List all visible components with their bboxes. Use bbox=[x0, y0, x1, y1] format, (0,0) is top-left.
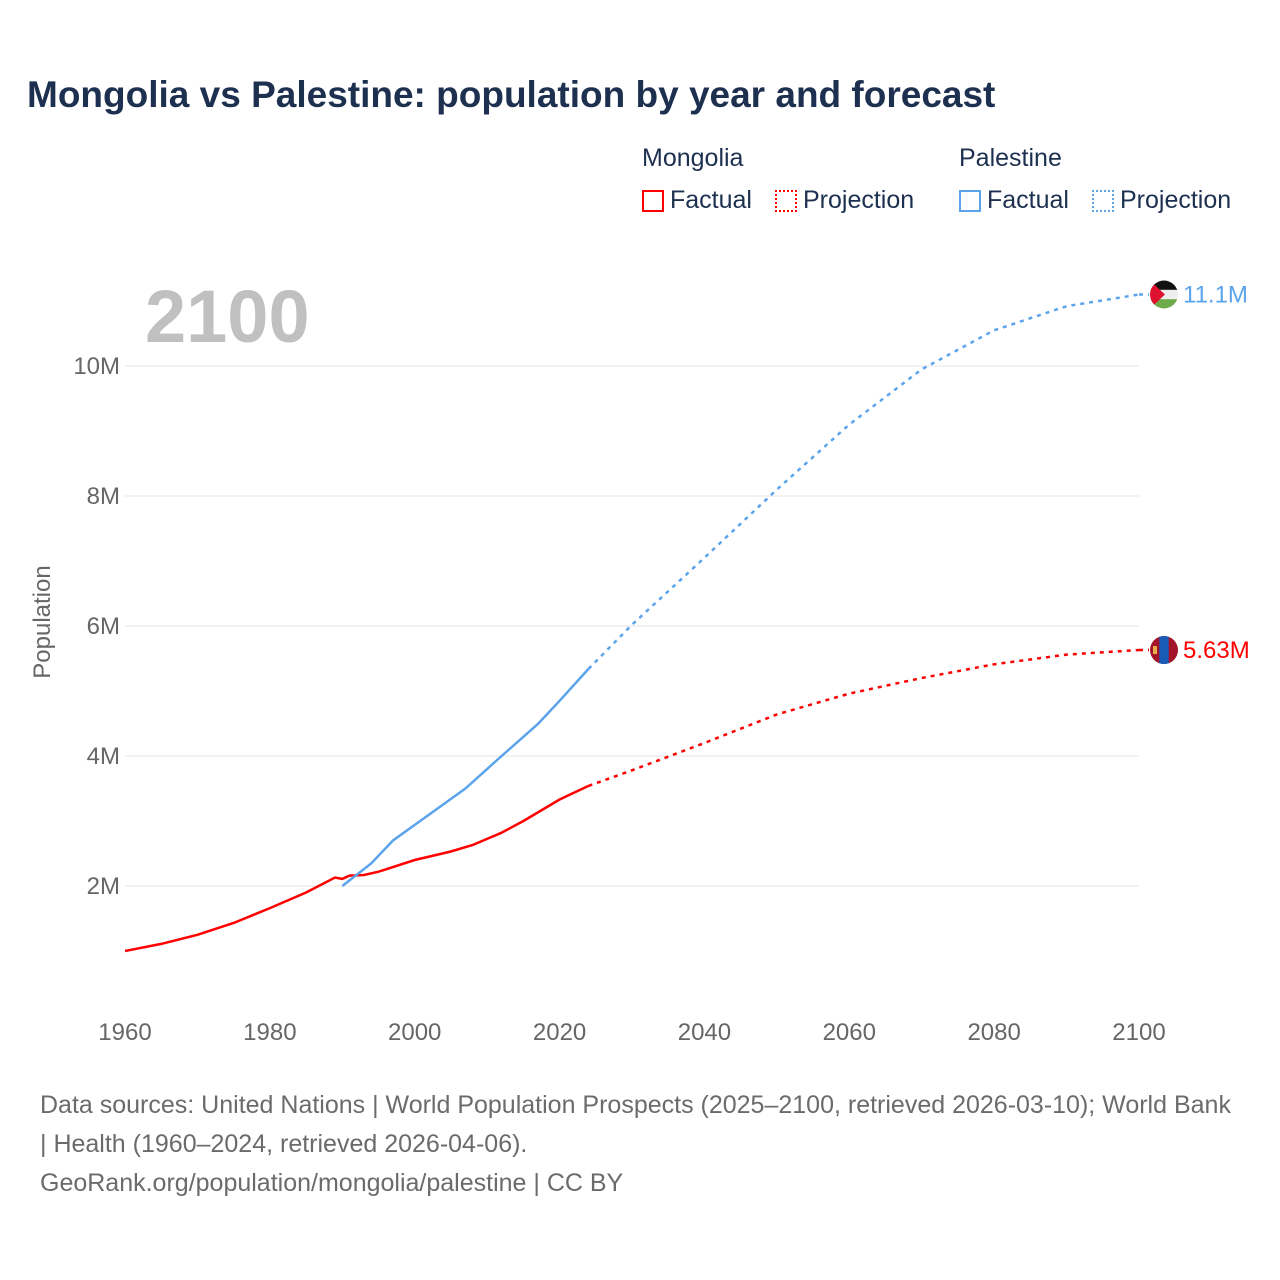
legend-mongolia-projection[interactable]: Projection bbox=[775, 186, 914, 215]
legend-group-palestine: Palestine bbox=[959, 144, 1062, 172]
chart-title: Mongolia vs Palestine: population by yea… bbox=[27, 74, 996, 115]
source-link[interactable]: GeoRank.org/population/mongolia/palestin… bbox=[40, 1169, 624, 1197]
x-tick-label: 2080 bbox=[967, 1019, 1020, 1046]
palestine-factual-line bbox=[341, 668, 590, 887]
data-sources: Data sources: United Nations | World Pop… bbox=[40, 1091, 1231, 1158]
legend-swatch-dotted bbox=[775, 189, 797, 212]
legend-mongolia-factual[interactable]: Factual bbox=[642, 186, 752, 215]
mongolia-factual-line bbox=[124, 784, 590, 953]
footer: Data sources: United Nations | World Pop… bbox=[40, 1086, 1240, 1203]
mongolia-end-label: 5.63M bbox=[1183, 637, 1250, 664]
x-tick-label: 2020 bbox=[533, 1019, 586, 1046]
legend-swatch-solid bbox=[642, 189, 664, 212]
x-tick-label: 1980 bbox=[243, 1019, 296, 1046]
x-tick-label: 2060 bbox=[823, 1019, 876, 1046]
legend-swatch-dotted bbox=[1092, 189, 1114, 212]
mongolia-flag-icon bbox=[1150, 636, 1178, 665]
y-tick-label: 4M bbox=[87, 743, 120, 770]
y-tick-label: 8M bbox=[87, 483, 120, 510]
x-tick-label: 2100 bbox=[1112, 1019, 1165, 1046]
legend-label: Factual bbox=[670, 186, 752, 214]
y-axis-label: Population bbox=[29, 565, 56, 678]
legend-label: Projection bbox=[803, 186, 915, 214]
y-tick-label: 10M bbox=[73, 353, 120, 380]
y-tick-label: 6M bbox=[87, 613, 120, 640]
palestine-end-label: 11.1M bbox=[1183, 282, 1248, 309]
mongolia-projection-line bbox=[588, 648, 1140, 788]
legend-group-mongolia: Mongolia bbox=[642, 144, 744, 172]
palestine-projection-line bbox=[587, 293, 1140, 670]
palestine-flag-icon bbox=[1150, 280, 1178, 309]
legend-palestine-factual[interactable]: Factual bbox=[959, 186, 1069, 215]
year-overlay: 2100 bbox=[145, 275, 310, 358]
x-tick-label: 2000 bbox=[388, 1019, 441, 1046]
legend-label: Projection bbox=[1120, 186, 1232, 214]
y-tick-label: 2M bbox=[87, 873, 120, 900]
legend-palestine-projection[interactable]: Projection bbox=[1092, 186, 1231, 215]
x-tick-label: 1960 bbox=[98, 1019, 151, 1046]
legend-swatch-solid bbox=[959, 189, 981, 212]
x-tick-label: 2040 bbox=[678, 1019, 731, 1046]
legend-label: Factual bbox=[987, 186, 1069, 214]
